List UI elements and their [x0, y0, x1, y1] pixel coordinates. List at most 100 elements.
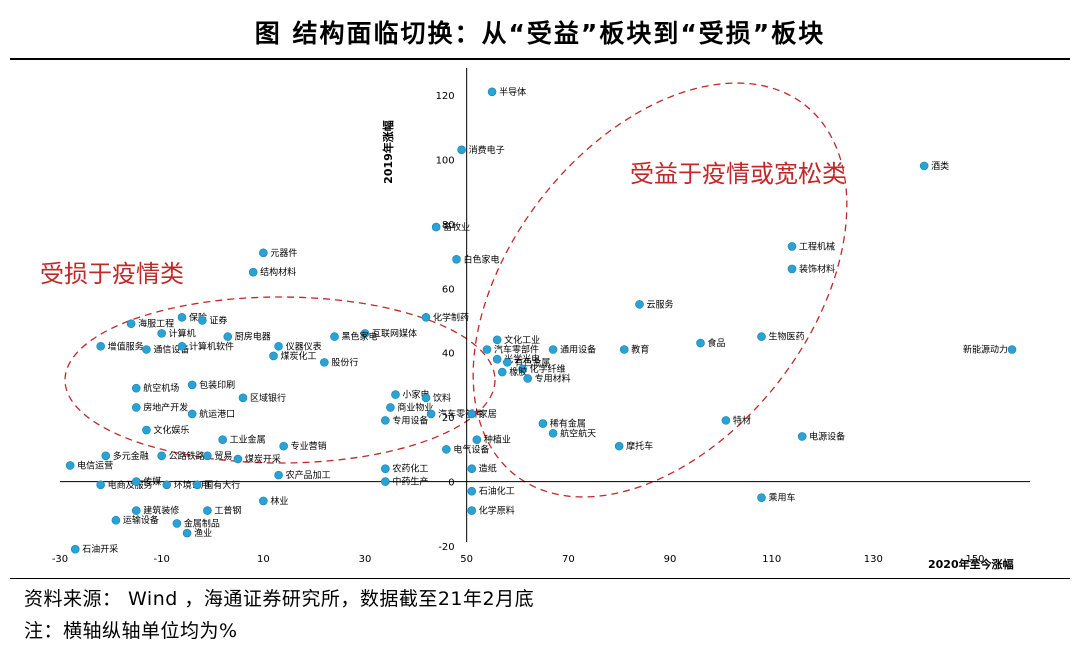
data-point — [467, 506, 477, 515]
x-axis-title: 2020年至今涨幅 — [928, 557, 1014, 571]
data-point-label: 中药生产 — [392, 476, 428, 488]
data-point-label: 畜牧业 — [443, 221, 470, 233]
data-point-label: 特材 — [733, 414, 751, 426]
data-point — [492, 354, 502, 364]
scatter-chart: -30 -10 10 30 50 70 90 110 130 150 -20 0 20 40 60 80 10… — [40, 68, 1030, 571]
data-point-label: 文化娱乐 — [153, 424, 189, 436]
data-point — [269, 351, 278, 361]
data-point — [248, 267, 258, 277]
data-point-label: 电信运营 — [77, 459, 113, 471]
data-point — [442, 445, 451, 454]
data-point — [198, 316, 207, 325]
bottom-rule — [10, 578, 1070, 579]
data-point-label: 林业 — [270, 495, 288, 507]
data-point — [467, 464, 477, 473]
data-point-label: 电气设备 — [453, 443, 489, 455]
data-point — [797, 432, 807, 441]
y-tick-label: 80 — [442, 220, 455, 231]
data-point-label: 食品 — [708, 337, 726, 349]
damage-cluster-ellipse — [64, 296, 496, 464]
data-point-label: 股份行 — [331, 356, 358, 368]
x-tick-label: 90 — [664, 554, 677, 565]
data-point-label: 国有大行 — [204, 479, 240, 491]
data-point — [157, 451, 166, 461]
data-point — [635, 300, 644, 309]
data-point — [192, 480, 202, 490]
title-rule — [10, 58, 1070, 60]
data-point — [142, 345, 151, 354]
data-point — [787, 242, 797, 251]
axes — [60, 68, 1030, 542]
data-point — [238, 393, 248, 403]
data-point — [503, 358, 512, 367]
data-point-label: 通用设备 — [560, 343, 596, 355]
data-point-label: 汽车零部件 — [494, 343, 539, 355]
data-point — [182, 528, 192, 538]
data-point — [177, 341, 187, 351]
data-point — [467, 409, 477, 419]
data-point-label: 区域银行 — [250, 392, 286, 404]
data-point-label: 海服工程 — [138, 318, 174, 330]
data-point-label: 电商及服务 — [108, 479, 153, 491]
data-point-label: 航空航天 — [560, 427, 596, 439]
data-point — [381, 464, 390, 473]
y-tick-label: 60 — [442, 284, 455, 295]
data-point-label: 汽车零部件 — [438, 408, 483, 420]
data-point — [187, 409, 197, 419]
data-point — [203, 506, 212, 515]
data-point-label: 证券 — [209, 315, 227, 327]
data-point-label: 煤炭开采 — [245, 453, 281, 465]
data-point — [279, 441, 288, 451]
data-point — [274, 470, 283, 480]
data-point — [203, 451, 212, 461]
data-point-label: 房地产开发 — [143, 401, 188, 413]
data-point — [223, 332, 233, 341]
data-point-label: 工业金属 — [230, 434, 266, 446]
data-point — [233, 454, 243, 464]
data-point-label: 贸易 — [214, 450, 232, 462]
data-point-label: 乘用车 — [769, 492, 796, 504]
data-point-label: 农药化工 — [392, 463, 428, 475]
x-tick-label: 110 — [762, 554, 781, 565]
data-point — [421, 393, 431, 403]
y-tick-label: 0 — [448, 478, 454, 489]
data-point — [482, 345, 492, 354]
data-point-label: 运输设备 — [123, 514, 159, 526]
data-point-label: 公路铁路 — [169, 450, 205, 462]
data-point-label: 结构材料 — [260, 266, 296, 278]
data-point-label: 酒类 — [931, 160, 949, 172]
data-point — [131, 383, 141, 393]
data-point — [1007, 345, 1017, 354]
data-point — [426, 409, 436, 419]
x-tick-label: 130 — [864, 554, 883, 565]
data-point-label: 计算机 — [169, 327, 196, 339]
y-tick-label: 40 — [442, 349, 455, 360]
y-tick-label: 120 — [436, 91, 455, 102]
x-tick-label: -30 — [52, 554, 68, 565]
data-point — [320, 358, 329, 367]
data-point — [548, 428, 558, 438]
data-point — [721, 416, 731, 425]
title-bar: 图 结构面临切换：从“受益”板块到“受损”板块 — [0, 0, 1080, 60]
data-point-label: 计算机软件 — [189, 340, 234, 352]
data-point — [157, 329, 166, 338]
data-point-label: 工普钢 — [214, 505, 241, 517]
data-point-label: 厨房电器 — [235, 331, 271, 343]
data-point-label: 航空机场 — [143, 382, 179, 394]
data-point-label: 农产品加工 — [286, 469, 331, 481]
data-point-label: 文化工业 — [504, 334, 540, 346]
data-point-label: 稀有金属 — [550, 418, 586, 430]
data-point — [919, 161, 929, 171]
data-point — [131, 477, 141, 486]
data-point — [523, 374, 532, 383]
data-point — [162, 480, 172, 490]
data-point — [360, 329, 370, 338]
data-point-label: 黑色家电 — [342, 331, 378, 343]
data-point-label: 石油开采 — [82, 543, 118, 555]
data-point-label: 仪器仪表 — [286, 340, 322, 352]
data-point-label: 饮料 — [433, 392, 451, 404]
data-point — [431, 222, 441, 232]
data-point — [457, 145, 466, 155]
data-point-label: 专业营销 — [291, 440, 327, 452]
data-point-label: 传媒 — [143, 476, 161, 488]
